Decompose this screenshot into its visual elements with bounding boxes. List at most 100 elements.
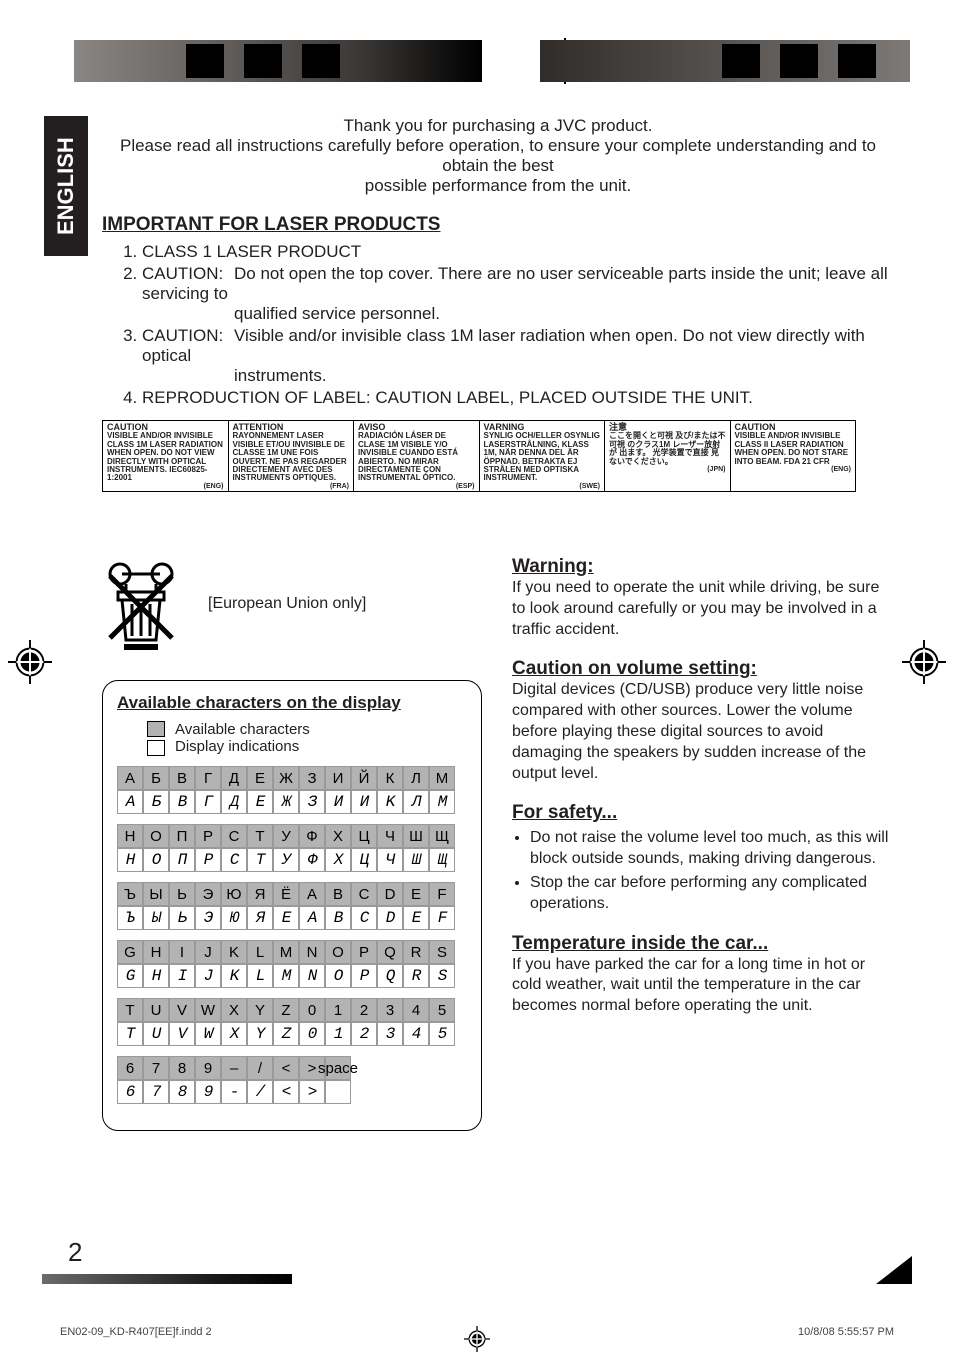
glyph-cell: C bbox=[351, 882, 377, 906]
glyph-cell: X bbox=[221, 1022, 247, 1046]
glyph-cell: U bbox=[143, 1022, 169, 1046]
glyph-cell: 0 bbox=[299, 998, 325, 1022]
glyph-cell: space bbox=[325, 1056, 351, 1080]
list-item: Stop the car before performing any compl… bbox=[530, 873, 894, 915]
glyph-cell: Щ bbox=[429, 824, 455, 848]
caution-col-body: SYNLIG OCH/ELLER OSYNLIG LASERSTRÅLNING,… bbox=[484, 432, 601, 482]
page-number: 2 bbox=[68, 1237, 82, 1268]
glyph-cell: M bbox=[429, 790, 455, 814]
glyph-cell: М bbox=[429, 766, 455, 790]
caution-column: ATTENTIONRAYONNEMENT LASER VISIBLE ET/OU… bbox=[229, 421, 355, 491]
registration-cross-icon bbox=[464, 1326, 490, 1355]
glyph-cell: Л bbox=[403, 766, 429, 790]
glyph-cell: Д bbox=[221, 790, 247, 814]
list-item: CAUTION:Visible and/or invisible class 1… bbox=[142, 326, 894, 386]
glyph-cell: И bbox=[325, 790, 351, 814]
caution-col-body: VISIBLE AND/OR INVISIBLE CLASS II LASER … bbox=[735, 432, 852, 466]
glyph-cell: K bbox=[221, 940, 247, 964]
glyph-cell: Ц bbox=[351, 824, 377, 848]
registration-cross-icon bbox=[8, 640, 52, 684]
crop-square bbox=[838, 44, 876, 78]
caution-column: 注意ここを開くと可視 及び/または不可視 のクラス1M レーザー放射が 出ます。… bbox=[605, 421, 731, 491]
glyph-cell: Ю bbox=[221, 906, 247, 930]
glyph-cell: А bbox=[117, 766, 143, 790]
crop-squares-left bbox=[186, 44, 340, 78]
glyph-cell: B bbox=[325, 906, 351, 930]
glyph-cell: - bbox=[221, 1080, 247, 1104]
glyph-cell: 4 bbox=[403, 1022, 429, 1046]
glyph-row-display: ЪЫЬЭЮЯEABCDEF bbox=[117, 906, 467, 930]
language-tab: ENGLISH bbox=[44, 116, 88, 256]
temp-body: If you have parked the car for a long ti… bbox=[512, 955, 894, 1017]
glyph-cell: 5 bbox=[429, 998, 455, 1022]
glyph-cell: Ы bbox=[143, 882, 169, 906]
volume-heading: Caution on volume setting: bbox=[512, 658, 894, 680]
glyph-cell: Y bbox=[247, 998, 273, 1022]
glyph-cell: 8 bbox=[169, 1080, 195, 1104]
glyph-cell: U bbox=[143, 998, 169, 1022]
glyph-cell: R bbox=[403, 940, 429, 964]
laser-list: CLASS 1 LASER PRODUCT CAUTION:Do not ope… bbox=[102, 242, 894, 408]
glyph-cell: H bbox=[143, 940, 169, 964]
glyph-cell: Х bbox=[325, 824, 351, 848]
crop-square bbox=[780, 44, 818, 78]
intro-line: Thank you for purchasing a JVC product. bbox=[102, 116, 894, 136]
top-crop-bar bbox=[74, 40, 910, 82]
warning-body: If you need to operate the unit while dr… bbox=[512, 578, 894, 640]
intro-text: Thank you for purchasing a JVC product. … bbox=[102, 116, 894, 196]
warning-heading: Warning: bbox=[512, 556, 894, 578]
list-term: CAUTION: bbox=[142, 326, 234, 346]
glyph-cell: S bbox=[429, 964, 455, 988]
glyph-cell: M bbox=[273, 940, 299, 964]
glyph-cell: H bbox=[117, 848, 143, 872]
glyph-cell: A bbox=[117, 790, 143, 814]
glyph-cell: P bbox=[195, 848, 221, 872]
glyph-cell: Ф bbox=[299, 824, 325, 848]
registration-cross-icon bbox=[902, 640, 946, 684]
glyph-cell: Ж bbox=[273, 766, 299, 790]
glyph-cell: I bbox=[169, 964, 195, 988]
glyph-cell: B bbox=[169, 790, 195, 814]
glyph-cell: / bbox=[247, 1056, 273, 1080]
crop-square bbox=[244, 44, 282, 78]
glyph-cell: Ъ bbox=[117, 882, 143, 906]
glyph-cell: Т bbox=[247, 824, 273, 848]
glyph-cell: Ы bbox=[143, 906, 169, 930]
caution-col-body: ここを開くと可視 及び/または不可視 のクラス1M レーザー放射が 出ます。 光… bbox=[609, 432, 726, 466]
glyph-cell: N bbox=[299, 940, 325, 964]
glyph-cell: Г bbox=[195, 790, 221, 814]
glyph-cell: 6 bbox=[117, 1056, 143, 1080]
legend-swatch-white bbox=[147, 740, 165, 756]
glyph-cell bbox=[325, 1080, 351, 1104]
crop-squares-right bbox=[722, 44, 876, 78]
list-item: Do not raise the volume level too much, … bbox=[530, 828, 894, 870]
caution-col-lang: (FRA) bbox=[233, 483, 350, 490]
glyph-cell: 7 bbox=[143, 1056, 169, 1080]
glyph-cell: S bbox=[429, 940, 455, 964]
glyph-cell: T bbox=[117, 1022, 143, 1046]
glyph-row-display: TUVWXYZ012345 bbox=[117, 1022, 467, 1046]
glyph-cell: D bbox=[377, 882, 403, 906]
glyph-cell: T bbox=[117, 998, 143, 1022]
caution-col-lang: (JPN) bbox=[609, 466, 726, 473]
glyph-cell: J bbox=[195, 964, 221, 988]
glyph-cell: F bbox=[429, 882, 455, 906]
caution-label-strip: CAUTIONVISIBLE AND/OR INVISIBLE CLASS 1M… bbox=[102, 420, 856, 492]
glyph-cell: N bbox=[299, 964, 325, 988]
legend-label: Available characters bbox=[175, 721, 310, 738]
list-term: CAUTION: bbox=[142, 264, 234, 284]
glyph-cell: Р bbox=[195, 824, 221, 848]
list-item: CLASS 1 LASER PRODUCT bbox=[142, 242, 894, 262]
glyph-cell: > bbox=[299, 1080, 325, 1104]
list-text: REPRODUCTION OF LABEL: CAUTION LABEL, PL… bbox=[142, 388, 753, 407]
list-text: Do not open the top cover. There are no … bbox=[142, 264, 888, 303]
glyph-cell: Z bbox=[273, 1022, 299, 1046]
glyph-cell: P bbox=[351, 940, 377, 964]
glyph-cell: 0 bbox=[299, 1022, 325, 1046]
glyph-cell: Й bbox=[351, 766, 377, 790]
glyph-cell: 4 bbox=[403, 998, 429, 1022]
glyph-cell: Ш bbox=[403, 824, 429, 848]
intro-line: Please read all instructions carefully b… bbox=[102, 136, 894, 176]
glyph-cell: V bbox=[169, 998, 195, 1022]
glyph-cell: Ж bbox=[273, 790, 299, 814]
